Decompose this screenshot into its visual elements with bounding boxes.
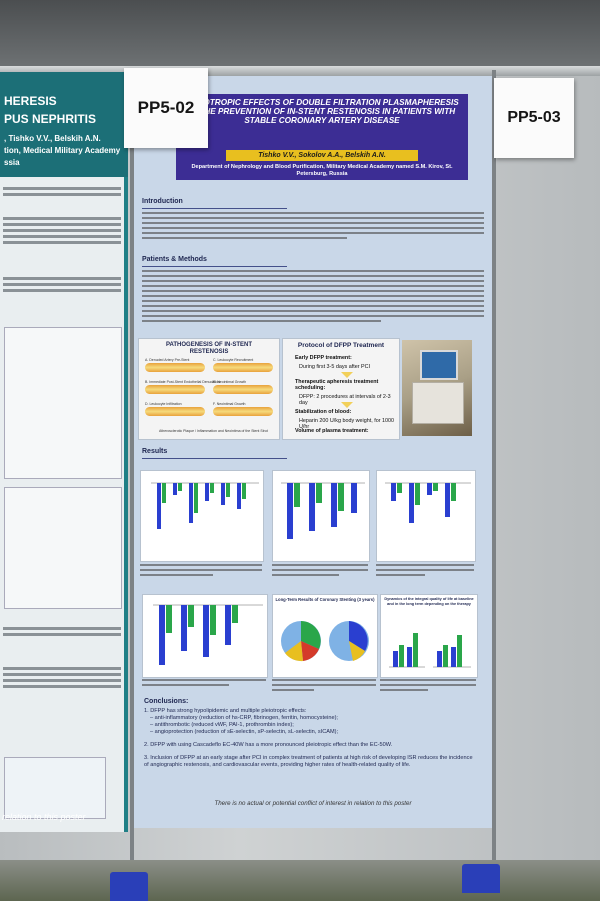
pathogenesis-step: E. Neointimal Growth [213, 380, 247, 384]
conclusion-item: – antithrombotic (reduced vWF, PAI-1, pr… [150, 722, 294, 728]
chart-caption [272, 679, 376, 694]
results-chart-4 [142, 594, 268, 678]
quality-of-life-chart-title: Dynamics of the integral quality of life… [384, 597, 474, 606]
section-methods: Patients & Methods [142, 256, 207, 263]
section-introduction: Introduction [142, 198, 183, 205]
introduction-text [142, 212, 484, 244]
left-poster-affiliation: tion, Medical Military Academy [4, 146, 121, 155]
left-poster-authors: , Tishko V.V., Belskih A.N. [4, 134, 101, 143]
section-results: Results [142, 448, 168, 455]
neighbour-poster-id-label: PP5-03 [494, 78, 574, 158]
board-divider [130, 70, 134, 860]
left-poster-footer: relation to this poster [2, 812, 86, 822]
protocol-item: Heparin 200 U/kg body weight, for 1000 U… [299, 418, 394, 430]
left-poster-header: HERESIS PUS NEPHRITIS , Tishko V.V., Bel… [0, 72, 128, 177]
conclusion-item: – angioprotection (reduction of sE-selec… [150, 729, 339, 735]
apheresis-machine-photo [402, 340, 472, 436]
poster-title: PLEIOTROPIC EFFECTS OF DOUBLE FILTRATION… [185, 98, 459, 125]
results-chart-1-svg [151, 482, 259, 529]
chart-caption [272, 564, 368, 579]
main-poster: PLEIOTROPIC EFFECTS OF DOUBLE FILTRATION… [134, 76, 492, 828]
pathogenesis-step: A. Denuded Artery Pre-Stent [145, 358, 190, 362]
results-chart-1 [140, 470, 264, 562]
chart-caption [380, 679, 476, 694]
pathogenesis-step: C. Leukocyte Recruitment [213, 358, 254, 362]
protocol-item: Volume of plasma treatment: [295, 428, 369, 434]
poster-affiliation: Department of Nephrology and Blood Purif… [191, 164, 453, 177]
left-poster-title-line: HERESIS [4, 94, 57, 108]
protocol-item: Therapeutic apheresis treatment scheduli… [295, 379, 379, 391]
results-chart-2 [272, 470, 370, 562]
chart-caption [376, 564, 474, 579]
protocol-item: During first 3-5 days after PCI [299, 364, 371, 370]
long-term-chart-title: Long-Term Results of Coronary Stenting (… [275, 597, 375, 602]
pathogenesis-step: B. Immediate Post-Stent Endothelial Denu… [145, 380, 221, 384]
protocol-panel: Protocol of DFPP Treatment Early DFPP tr… [282, 338, 400, 440]
section-rule [142, 266, 287, 267]
conflict-statement: There is no actual or potential conflict… [214, 800, 412, 807]
protocol-item: Stabilization of blood: [295, 409, 352, 415]
methods-text [142, 270, 484, 330]
poster-authors: Tishko V.V., Sokolov A.A., Belskih A.N. [226, 150, 418, 161]
conclusion-item: 2. DFPP with using Cascadeflo EC-40W has… [144, 742, 393, 748]
poster-id-label: PP5-02 [124, 68, 208, 148]
conclusion-item: – anti-inflammatory (reduction of hs-CRP… [150, 715, 338, 721]
section-rule [142, 208, 287, 209]
long-term-results-chart: Long-Term Results of Coronary Stenting (… [272, 594, 378, 678]
left-poster-body [0, 177, 124, 832]
board-rail [0, 66, 600, 76]
left-poster: HERESIS PUS NEPHRITIS , Tishko V.V., Bel… [0, 72, 128, 832]
results-chart-2-svg [281, 482, 365, 539]
quality-of-life-chart: Dynamics of the integral quality of life… [380, 594, 478, 678]
chart-caption [142, 679, 266, 689]
protocol-title: Protocol of DFPP Treatment [297, 342, 385, 349]
poster-title-band: PLEIOTROPIC EFFECTS OF DOUBLE FILTRATION… [176, 94, 468, 180]
pathogenesis-step: D. Leukocyte Infiltration [145, 402, 182, 406]
pathogenesis-panel: PATHOGENESIS OF IN-STENT RESTENOSIS A. D… [138, 338, 280, 440]
results-chart-4-svg [153, 604, 263, 665]
blue-bin [110, 872, 148, 901]
results-chart-3 [376, 470, 476, 562]
protocol-item: Early DFPP treatment: [295, 355, 352, 361]
conclusions-title: Conclusions: [144, 698, 189, 705]
results-chart-3-svg [385, 482, 471, 523]
pathogenesis-step: F. Neointimal Growth [213, 402, 246, 406]
pathogenesis-caption: Atherosclerotic Plaque / Inflammation an… [159, 429, 268, 433]
left-poster-affiliation: ssia [4, 158, 20, 167]
conclusion-item: 1. DFPP has strong hypolipidemic and mul… [144, 708, 307, 714]
wall-top [0, 0, 600, 70]
protocol-item: DFPP: 2 procedures at intervals of 2-3 d… [299, 394, 391, 406]
chart-caption [140, 564, 262, 579]
blue-bin [462, 864, 500, 893]
pathogenesis-title: PATHOGENESIS OF IN-STENT RESTENOSIS [165, 342, 253, 355]
quality-of-life-svg [389, 633, 471, 668]
long-term-pies-svg [281, 621, 369, 662]
conclusion-item: 3. Inclusion of DFPP at an early stage a… [144, 755, 473, 768]
conclusions-block: Conclusions: 1. DFPP has strong hypolipi… [142, 698, 482, 802]
section-rule [142, 458, 287, 459]
board-divider [492, 70, 496, 860]
left-poster-title-line: PUS NEPHRITIS [4, 112, 97, 126]
floor [0, 860, 600, 901]
